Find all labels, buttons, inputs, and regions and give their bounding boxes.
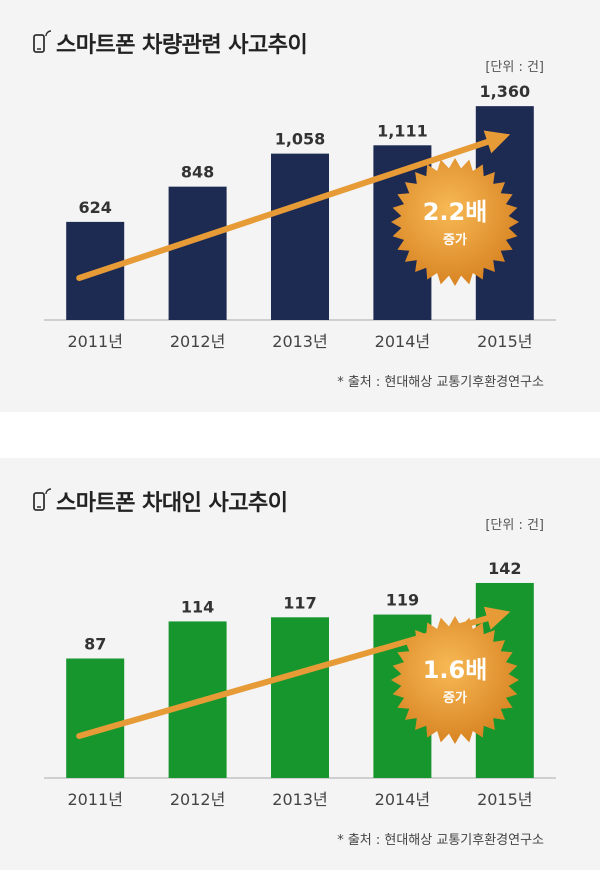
x-tick-label-4: 2015년 bbox=[477, 332, 532, 351]
chart-panel-vehicle-accidents: 스마트폰 차량관련 사고추이 [단위 : 건] 624 2011년 848 2012년… bbox=[0, 0, 600, 412]
bar-chart-pedestrian: 87 2011년 114 2012년 117 2013년 119 2014년 142 2015년 1… bbox=[44, 559, 556, 809]
source-note: * 출처 : 현대해상 교통기후환경연구소 bbox=[337, 833, 544, 848]
growth-starburst bbox=[391, 616, 519, 744]
bar-chart-vehicle: 624 2011년 848 2012년 1,058 2013년 1,111 2014년 1,36… bbox=[44, 82, 556, 351]
bar-0 bbox=[66, 658, 125, 778]
x-tick-label-1: 2012년 bbox=[170, 332, 225, 351]
x-tick-label-2: 2013년 bbox=[272, 332, 327, 351]
smartphone-icon bbox=[33, 488, 52, 511]
data-label-0: 624 bbox=[78, 198, 111, 217]
unit-label: [단위 : 건] bbox=[485, 60, 544, 75]
bar-2 bbox=[271, 153, 329, 320]
data-label-3: 1,111 bbox=[377, 121, 428, 140]
unit-label: [단위 : 건] bbox=[485, 518, 544, 533]
data-label-1: 114 bbox=[181, 597, 214, 616]
chart-title: 스마트폰 차대인 사고추이 bbox=[56, 491, 288, 516]
growth-text: 증가 bbox=[443, 691, 467, 706]
data-label-0: 87 bbox=[84, 635, 106, 654]
data-label-1: 848 bbox=[181, 163, 214, 182]
chart-panel-pedestrian-accidents: 스마트폰 차대인 사고추이 [단위 : 건] 87 2011년 114 2012년 11… bbox=[0, 458, 600, 870]
x-tick-label-2: 2013년 bbox=[272, 790, 327, 809]
data-label-2: 117 bbox=[283, 593, 316, 612]
x-tick-label-1: 2012년 bbox=[170, 790, 225, 809]
data-label-4: 1,360 bbox=[479, 82, 530, 101]
trend-arrow bbox=[76, 130, 511, 281]
x-tick-label-3: 2014년 bbox=[375, 332, 430, 351]
chart-title: 스마트폰 차량관련 사고추이 bbox=[56, 33, 308, 58]
x-tick-label-3: 2014년 bbox=[375, 790, 430, 809]
x-tick-label-0: 2011년 bbox=[67, 790, 122, 809]
growth-value: 1.6배 bbox=[423, 656, 488, 684]
growth-text: 증가 bbox=[443, 233, 467, 248]
growth-starburst bbox=[391, 158, 519, 286]
bar-2 bbox=[271, 617, 329, 778]
smartphone-icon bbox=[33, 30, 52, 53]
data-label-2: 1,058 bbox=[275, 130, 326, 149]
x-tick-label-0: 2011년 bbox=[67, 332, 122, 351]
data-label-3: 119 bbox=[386, 591, 419, 610]
x-tick-label-4: 2015년 bbox=[477, 790, 532, 809]
growth-value: 2.2배 bbox=[423, 198, 488, 226]
bar-1 bbox=[168, 186, 227, 320]
data-label-4: 142 bbox=[488, 559, 521, 578]
source-note: * 출처 : 현대해상 교통기후환경연구소 bbox=[337, 375, 544, 390]
